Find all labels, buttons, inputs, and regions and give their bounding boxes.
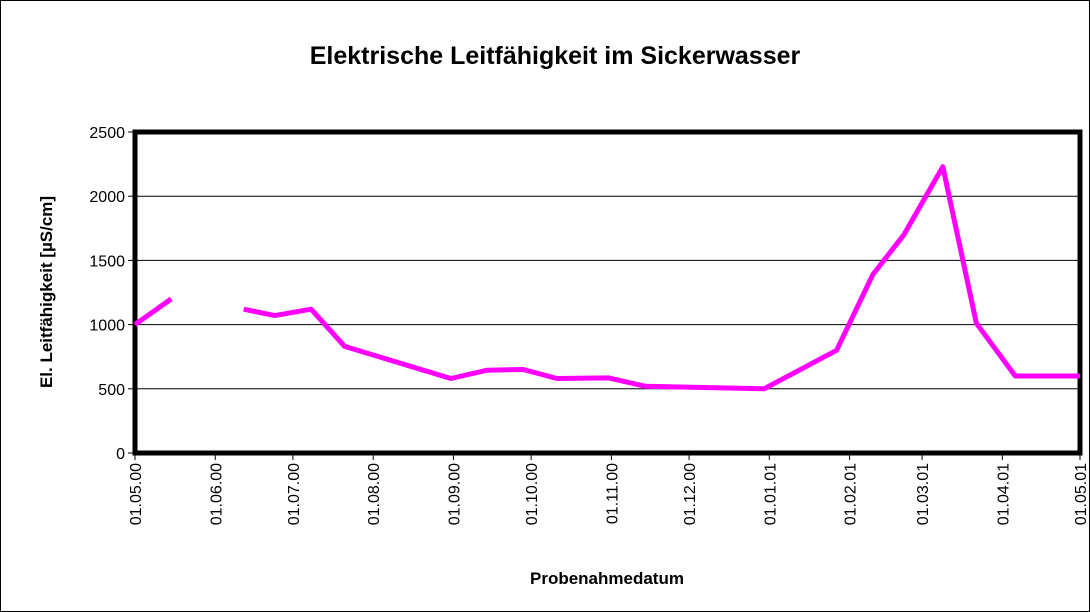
x-tick-label: 01.05.01 [1073, 463, 1090, 525]
y-tick-label: 500 [98, 382, 125, 399]
x-tick-label: 01.01.01 [762, 463, 779, 525]
y-tick-label: 0 [116, 446, 125, 463]
x-tick-label: 01.04.01 [995, 463, 1012, 525]
x-tick-label: 01.06.00 [208, 463, 225, 525]
x-tick-label: 01.11.00 [604, 463, 621, 524]
x-axis-label: Probenahmedatum [530, 569, 684, 588]
plot-frame [132, 129, 1083, 456]
y-tick-label: 1500 [89, 253, 125, 270]
x-tick-label: 01.05.00 [128, 463, 145, 525]
x-tick-label: 01.09.00 [446, 463, 463, 525]
x-tick-label: 01.10.00 [524, 463, 541, 525]
x-tick-label: 01.07.00 [286, 463, 303, 525]
x-tick-label: 01.02.01 [843, 463, 860, 525]
y-tick-label: 2500 [89, 125, 125, 142]
y-axis-label: El. Leitfähigkeit [µS/cm] [37, 196, 56, 388]
y-tick-label: 2000 [89, 189, 125, 206]
data-line [133, 164, 1080, 392]
x-tick-label: 01.03.01 [915, 463, 932, 525]
x-tick-label: 01.12.00 [682, 463, 699, 525]
x-tick-label: 01.08.00 [366, 463, 383, 525]
y-tick-label: 1000 [89, 318, 125, 335]
chart-title: Elektrische Leitfähigkeit im Sickerwasse… [310, 42, 801, 70]
